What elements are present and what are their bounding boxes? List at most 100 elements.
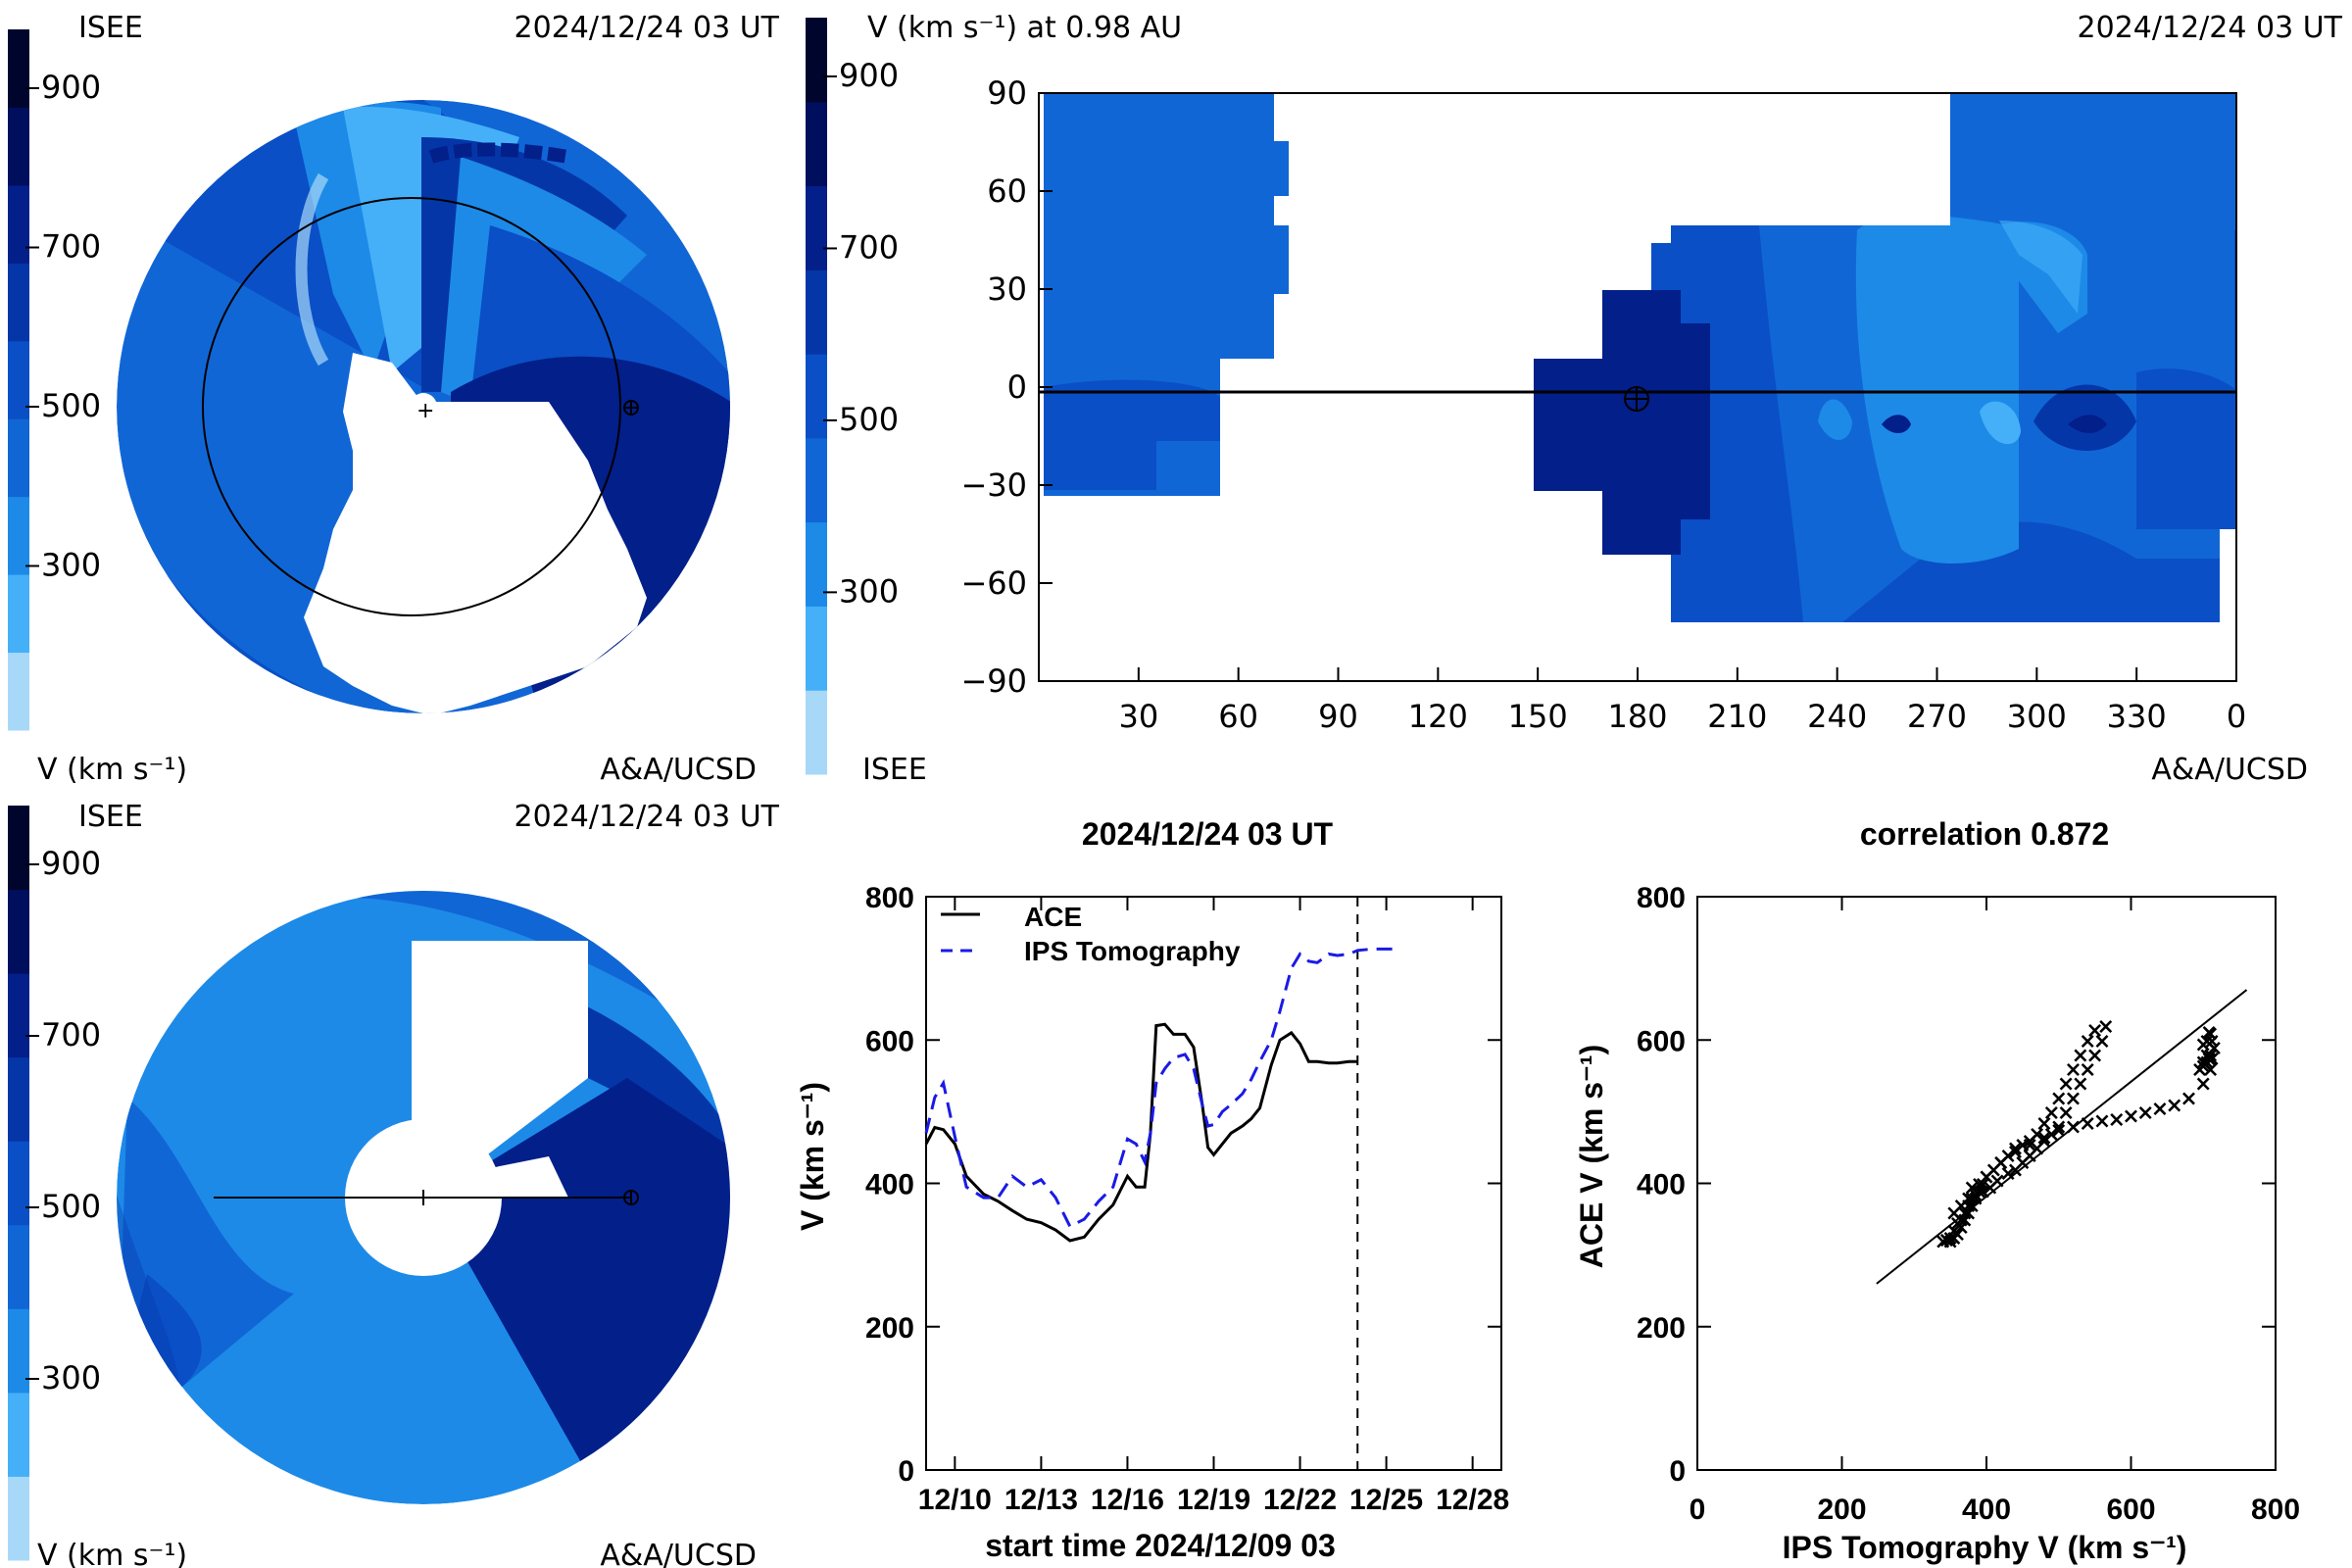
scatter-point: × <box>1963 1194 1981 1218</box>
scatter-chart: correlation 0.872 IPS Tomography V (km s… <box>1574 816 2300 1565</box>
scatter-point: × <box>2198 1044 2216 1068</box>
scatter-title: correlation 0.872 <box>1860 816 2109 852</box>
scatter-point: × <box>2194 1033 2212 1057</box>
map-x-tick-label: 30 <box>1118 698 1158 735</box>
map-x-axis: 30 60 90 120 150 180 210 240 270 300 330 0 <box>1118 667 2246 735</box>
scatter-point: × <box>2085 1018 2103 1043</box>
scatter-point: × <box>2064 1087 2082 1111</box>
scatter-point: × <box>1959 1201 1977 1226</box>
scatter-point: × <box>2072 1072 2089 1097</box>
scatter-point: × <box>1956 1201 1974 1226</box>
map-y-tick-label: −90 <box>960 662 1027 700</box>
colorbar-tick-label: 900 <box>41 69 101 106</box>
scatter-point: × <box>1999 1144 2017 1168</box>
ts-y-tick-label: 0 <box>898 1455 914 1488</box>
scatter-point: × <box>2079 1029 2096 1054</box>
scatter-point: × <box>2166 1094 2183 1118</box>
scatter-point: × <box>1945 1201 1963 1226</box>
scatter-point: × <box>1970 1173 1987 1198</box>
colorbar-bottom-left: 900 700 500 300 <box>8 806 101 1561</box>
scatter-point: × <box>2194 1054 2212 1079</box>
scatter-point: × <box>2035 1126 2053 1151</box>
ts-series-ips-tomography <box>924 947 1401 1229</box>
scatter-point: × <box>2057 1101 2075 1125</box>
colorbar-segment <box>806 437 827 523</box>
colorbar-segment <box>806 354 827 439</box>
scatter-ylabel: ACE V (km s⁻¹) <box>1574 1045 1609 1268</box>
scatter-point: × <box>2014 1133 2032 1157</box>
scatter-point: × <box>2006 1158 2024 1183</box>
scatter-point: × <box>2021 1133 2038 1157</box>
ts-x-tick-label: 12/22 <box>1263 1484 1337 1516</box>
ts-x-tick-label: 12/25 <box>1349 1484 1423 1516</box>
colorbar-segment <box>8 806 29 891</box>
scatter-point: × <box>2151 1098 2169 1122</box>
polar-plot-top: + <box>117 100 730 713</box>
scatter-point: × <box>2205 1037 2223 1061</box>
scatter-point: × <box>2050 1087 2068 1111</box>
colorbar-segment <box>8 184 29 264</box>
scatter-point: × <box>1952 1215 1970 1240</box>
scatter-point: × <box>2035 1130 2053 1154</box>
scatter-point: × <box>2201 1022 2219 1047</box>
scatter-xlabel: IPS Tomography V (km s⁻¹) <box>1783 1530 2187 1565</box>
colorbar-segment <box>8 107 29 186</box>
colorbar-segment <box>8 1056 29 1142</box>
colorbar-segment <box>8 1392 29 1477</box>
scatter-point: × <box>1970 1180 1987 1204</box>
colorbar-segment <box>8 652 29 731</box>
colorbar-tick-label: 500 <box>839 401 899 438</box>
map-x-tick-label: 300 <box>2007 698 2067 735</box>
map-x-tick-label: 270 <box>1907 698 1967 735</box>
scatter-point: × <box>1981 1176 1998 1200</box>
ts-y-tick-label: 600 <box>865 1025 914 1057</box>
scatter-point: × <box>2072 1044 2089 1068</box>
top-left-credit: A&A/UCSD <box>600 753 757 787</box>
scatter-point: × <box>1978 1165 1995 1190</box>
map-x-tick-label: 150 <box>1508 698 1568 735</box>
colorbar-segment <box>806 270 827 355</box>
scatter-point: × <box>1963 1176 1981 1200</box>
scatter-x-tick-label: 0 <box>1690 1494 1706 1526</box>
scatter-point: × <box>1956 1208 1974 1233</box>
scatter-x-tick-label: 800 <box>2251 1494 2300 1526</box>
colorbar-tick-label: 900 <box>839 57 899 94</box>
time-series-chart: 2024/12/24 03 UT start time 2024/12/09 0… <box>795 816 1509 1563</box>
colorbar-tick-label: 900 <box>41 845 101 882</box>
map-x-tick-label: 330 <box>2107 698 2167 735</box>
scatter-point: × <box>2006 1141 2024 1165</box>
scatter-point: × <box>2050 1119 2068 1144</box>
scatter-point: × <box>2057 1072 2075 1097</box>
scatter-point: × <box>2021 1144 2038 1168</box>
colorbar-segment <box>806 690 827 775</box>
scatter-y-tick-label: 800 <box>1637 882 1686 914</box>
map-y-axis: 90 60 30 0 −30 −60 −90 <box>960 74 1053 700</box>
scatter-point: × <box>2194 1072 2212 1097</box>
ts-x-tick-label: 12/10 <box>918 1484 992 1516</box>
legend-ips-label: IPS Tomography <box>1024 936 1241 966</box>
ts-x-tick-label: 12/13 <box>1004 1484 1078 1516</box>
scatter-point: × <box>2064 1115 2082 1140</box>
scatter-point: × <box>1935 1230 1952 1254</box>
colorbar-tick-label: 500 <box>41 1188 101 1225</box>
ts-x-tick-label: 12/19 <box>1177 1484 1250 1516</box>
scatter-x-tick-label: 400 <box>1962 1494 2011 1526</box>
scatter-point: × <box>2093 1109 2111 1134</box>
scatter-point: × <box>2200 1020 2218 1045</box>
colorbar-segment <box>8 1308 29 1394</box>
top-left-isee-label: ISEE <box>78 11 143 45</box>
scatter-point: × <box>1952 1194 1970 1218</box>
scatter-point: × <box>2190 1058 2208 1083</box>
map-y-tick-label: 0 <box>1007 368 1027 406</box>
colorbar-segment <box>8 496 29 575</box>
scatter-point: × <box>1937 1229 1955 1253</box>
colorbar-segment <box>8 340 29 419</box>
scatter-point: × <box>2035 1111 2053 1136</box>
map-x-tick-label: 0 <box>2227 698 2246 735</box>
scatter-point: × <box>1967 1187 1984 1211</box>
scatter-point: × <box>2198 1051 2216 1075</box>
scatter-point: × <box>1952 1208 1970 1233</box>
scatter-point: × <box>2203 1029 2221 1054</box>
colorbar-segment <box>8 1476 29 1561</box>
